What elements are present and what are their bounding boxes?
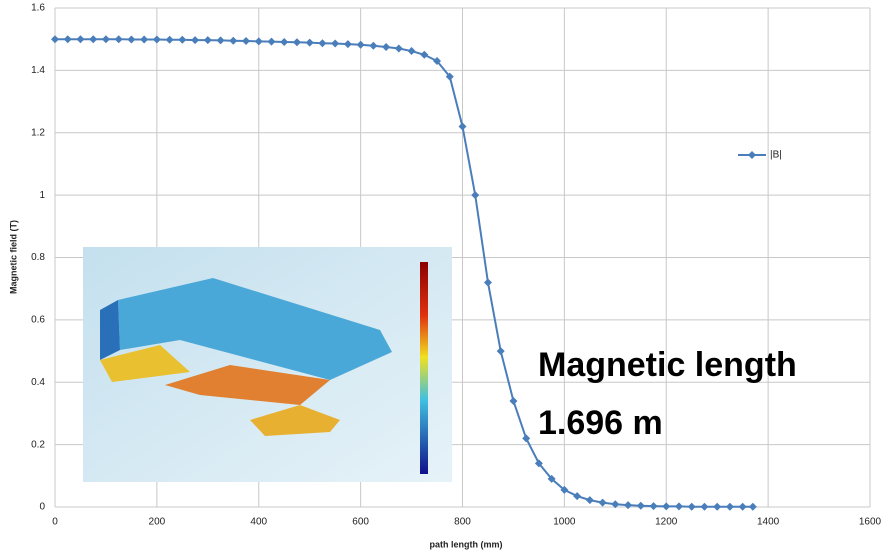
marker (344, 40, 352, 48)
x-tick-label: 800 (454, 517, 471, 528)
marker (688, 503, 696, 511)
marker (700, 503, 708, 511)
marker (115, 35, 123, 43)
marker (242, 37, 250, 45)
chart: Magnetic length 1.696 m path length (mm)… (0, 0, 885, 556)
y-tick-label: 0 (39, 502, 45, 513)
legend-marker (748, 151, 756, 159)
marker (140, 35, 148, 43)
marker (204, 36, 212, 44)
marker (369, 42, 377, 50)
marker (497, 347, 505, 355)
marker (306, 39, 314, 47)
annotation: Magnetic length (538, 346, 797, 384)
x-tick-label: 400 (250, 517, 267, 528)
marker (357, 41, 365, 49)
marker (662, 502, 670, 510)
marker (637, 502, 645, 510)
y-tick-label: 1.2 (31, 127, 45, 138)
marker (153, 35, 161, 43)
y-tick-label: 1.6 (31, 3, 45, 14)
marker (89, 35, 97, 43)
marker (599, 499, 607, 507)
marker (127, 35, 135, 43)
marker (51, 35, 59, 43)
marker (420, 51, 428, 59)
marker (293, 38, 301, 46)
marker (64, 35, 72, 43)
marker (267, 38, 275, 46)
marker (318, 39, 326, 47)
marker (739, 503, 747, 511)
marker (331, 40, 339, 48)
marker (178, 36, 186, 44)
x-tick-label: 1600 (859, 517, 882, 528)
marker (255, 37, 263, 45)
marker (459, 123, 467, 131)
marker (509, 397, 517, 405)
y-tick-label: 0.4 (31, 377, 45, 388)
inset-image (83, 247, 452, 482)
magnet-side (100, 300, 120, 360)
y-tick-label: 1.4 (31, 65, 45, 76)
marker (191, 36, 199, 44)
marker (713, 503, 721, 511)
y-tick-label: 0.2 (31, 439, 45, 450)
y-axis-title: Magnetic field (T) (8, 220, 18, 294)
marker (650, 502, 658, 510)
marker (229, 37, 237, 45)
marker (280, 38, 288, 46)
y-tick-label: 0.6 (31, 315, 45, 326)
x-axis-title: path length (mm) (430, 539, 503, 549)
marker (408, 47, 416, 55)
marker (522, 434, 530, 442)
marker (749, 503, 757, 511)
x-tick-label: 1000 (553, 517, 576, 528)
marker (102, 35, 110, 43)
annotation: 1.696 m (538, 404, 663, 442)
marker (573, 492, 581, 500)
marker (217, 36, 225, 44)
marker (382, 43, 390, 51)
y-tick-label: 0.8 (31, 252, 45, 263)
y-tick-label: 1 (39, 190, 45, 201)
x-tick-label: 0 (52, 517, 58, 528)
marker (586, 496, 594, 504)
marker (76, 35, 84, 43)
marker (395, 45, 403, 53)
marker (166, 36, 174, 44)
marker (675, 502, 683, 510)
x-tick-label: 1400 (757, 517, 780, 528)
x-tick-label: 1200 (655, 517, 678, 528)
marker (471, 191, 479, 199)
legend-label: |B| (770, 150, 782, 161)
x-tick-label: 600 (352, 517, 369, 528)
marker (484, 278, 492, 286)
marker (726, 503, 734, 511)
color-bar (420, 262, 428, 474)
marker (624, 501, 632, 509)
x-tick-label: 200 (149, 517, 166, 528)
